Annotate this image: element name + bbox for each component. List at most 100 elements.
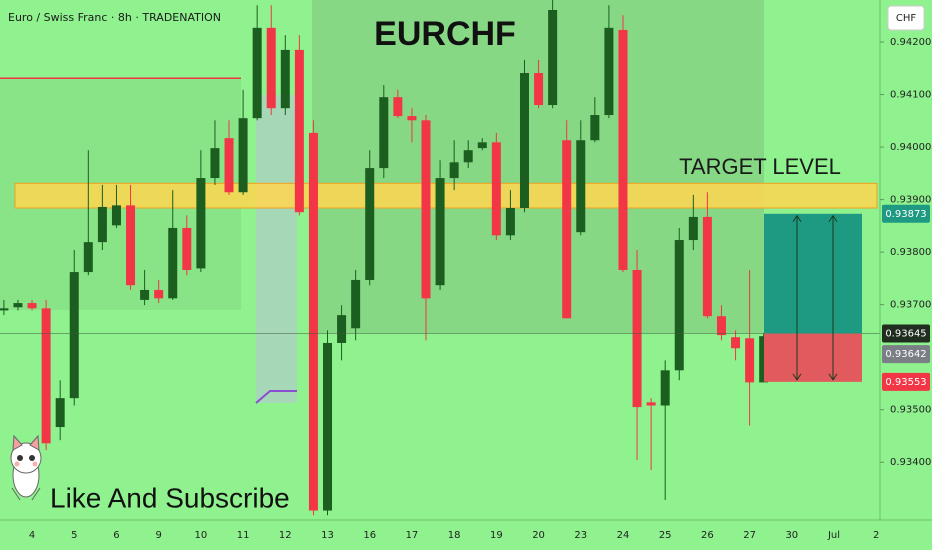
candle-body [13,303,23,308]
candle-body [97,206,107,243]
arrow-head [792,214,802,381]
highlight-strip [256,95,297,403]
y-tick-label: 0.93500 [890,405,931,416]
annotation: Like And Subscribe [50,482,290,513]
candle-body [210,148,220,179]
candle-body [435,178,445,286]
candle-body [477,142,487,149]
candle-body [323,342,333,511]
candle-body [463,150,473,163]
arrow-head [828,214,838,381]
candle-body [196,178,206,269]
candle-body [562,140,572,319]
price-tag [882,324,930,343]
candle-body [449,162,459,179]
x-tick-label: 10 [195,530,208,541]
candle-body [154,289,164,299]
y-tick-label: 0.93800 [890,247,931,258]
candle-body [421,120,431,299]
plot [0,0,880,516]
candle-body [604,27,614,116]
currency[interactable]: CHF [896,13,917,24]
candle-body [393,97,403,117]
x-tick-label: 12 [279,530,292,541]
price-tag-label: 0.93873 [885,209,926,220]
candle-body [519,73,529,208]
candle-body [674,240,684,371]
candle-body [140,289,150,300]
candle-body [126,205,136,286]
candle-body [294,49,304,213]
price-tag [882,204,930,223]
x-tick-label: 20 [532,530,545,541]
cat-sticker [10,434,42,501]
currency-box[interactable] [887,5,925,31]
price-tag [882,345,930,364]
x-tick-label: 18 [448,530,461,541]
candle-body [646,402,656,406]
x-tick-label: 30 [785,530,798,541]
price-tag-label: 0.93642 [885,349,926,360]
candle-body [576,140,586,233]
candle-body [41,308,51,444]
x-tick-label: Jul [827,530,840,541]
candle-body [688,216,698,241]
candle-body [351,279,361,329]
candle-body [632,269,642,408]
x-tick-label: 5 [71,530,77,541]
loss-zone [764,333,862,382]
candle-body [280,49,290,109]
candle-body [590,115,600,141]
candle-body [111,205,121,226]
chart-title: EURCHF [374,15,516,53]
x-tick-label: 13 [321,530,334,541]
x-tick-label: 2 [873,530,879,541]
candle-body [759,336,769,383]
x-tick-label: 4 [29,530,35,541]
candle-body [505,208,515,236]
x-tick-label: 17 [406,530,419,541]
x-tick-label: 24 [617,530,630,541]
candle-body [745,338,755,383]
candle-body [308,132,318,511]
x-tick-label: 25 [659,530,672,541]
candle-body [548,9,558,106]
candle-body [731,337,741,349]
candle-body [83,242,93,273]
y-tick-label: 0.93400 [890,457,931,468]
candle-body [660,370,670,406]
x-tick-label: 9 [155,530,161,541]
candle-body [337,315,347,343]
x-tick-label: 16 [363,530,376,541]
profit-zone [764,213,862,334]
candle-body [168,227,178,299]
target-zone [14,182,878,209]
price-tag-label: 0.93553 [885,377,926,388]
candle-body [27,303,37,309]
candle-body [252,27,262,119]
x-tick-label: 11 [237,530,250,541]
candle-body [69,272,79,399]
candle-body [182,227,192,270]
candle-body [702,216,712,317]
candle-body [266,27,276,109]
y-tick-label: 0.94200 [890,37,931,48]
price-tag-label: 0.93645 [885,329,926,340]
candle-body [716,316,726,336]
candle-body [238,118,248,193]
x-tick-label: 19 [490,530,503,541]
x-tick-label: 23 [574,530,587,541]
candle-body [224,138,234,193]
x-tick-label: 6 [113,530,119,541]
candle-body [365,168,375,280]
candle-body [534,73,544,106]
candle-body [0,308,9,311]
symbol-header: Euro / Swiss Franc · 8h · TRADENATION [8,11,221,24]
y-tick-label: 0.93700 [890,300,931,311]
candle-body [618,29,628,270]
y-tick-label: 0.93900 [890,195,931,206]
y-tick-label: 0.94100 [890,90,931,101]
candle-body [491,142,501,236]
candle-body [407,116,417,121]
